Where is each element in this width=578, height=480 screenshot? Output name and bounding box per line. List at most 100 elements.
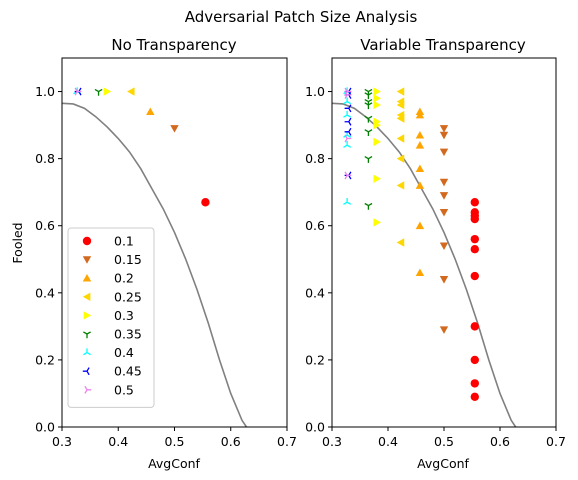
legend-label: 0.3 bbox=[114, 308, 134, 323]
data-point-0_3 bbox=[373, 94, 381, 103]
legend-label: 0.15 bbox=[114, 252, 142, 267]
left-panel-plot-area: 0.3 0.4 0.5 0.6 0.7 0.0 0.2 0.4 0.6 0.8 1.0 bbox=[35, 57, 297, 449]
x-tick-label: 0.6 bbox=[221, 434, 241, 449]
reference-curve bbox=[61, 102, 248, 428]
data-point-0_1 bbox=[470, 211, 479, 220]
y-tick-label: 1.0 bbox=[35, 84, 55, 99]
data-point-0_5 bbox=[344, 171, 352, 180]
x-tick-label: 0.3 bbox=[322, 434, 342, 449]
right-x-axis-label: AvgConf bbox=[417, 456, 469, 471]
data-point-0_2 bbox=[415, 181, 425, 189]
y-tick-label: 0.4 bbox=[305, 285, 325, 300]
data-point-0_3 bbox=[373, 137, 381, 147]
y-tick-label: 0.6 bbox=[305, 218, 325, 233]
data-point-0_25 bbox=[396, 154, 405, 163]
data-point-0_2 bbox=[415, 110, 425, 119]
y-tick-label: 0.0 bbox=[305, 420, 325, 435]
data-point-0_4 bbox=[343, 97, 352, 105]
left-panel-title: No Transparency bbox=[111, 36, 236, 54]
data-point-0_3 bbox=[373, 100, 381, 110]
legend-label: 0.45 bbox=[114, 364, 142, 379]
data-point-0_15 bbox=[439, 208, 449, 217]
x-tick-label: 0.5 bbox=[165, 434, 185, 449]
data-point-0_25 bbox=[396, 87, 405, 96]
data-point-0_35 bbox=[364, 92, 373, 100]
data-point-0_35 bbox=[94, 88, 103, 96]
y-tick-label: 1.0 bbox=[305, 84, 325, 99]
right-panel-title: Variable Transparency bbox=[360, 36, 526, 54]
reference-curve bbox=[331, 102, 517, 428]
data-point-0_25 bbox=[126, 87, 135, 96]
data-point-0_15 bbox=[439, 148, 449, 157]
y-tick-label: 0.6 bbox=[35, 218, 55, 233]
x-tick-label: 0.5 bbox=[434, 434, 454, 449]
y-tick-label: 0.2 bbox=[305, 352, 325, 367]
data-point-0_35 bbox=[364, 202, 373, 210]
data-point-0_3 bbox=[103, 87, 112, 96]
y-tick-label: 0.8 bbox=[305, 151, 325, 166]
data-point-0_1 bbox=[470, 198, 479, 207]
y-tick-label: 0.4 bbox=[35, 285, 55, 300]
legend-box bbox=[67, 227, 155, 408]
x-tick-label: 0.4 bbox=[378, 434, 398, 449]
data-point-0_15 bbox=[439, 125, 449, 133]
data-point-0_2 bbox=[146, 107, 155, 116]
data-point-0_35 bbox=[364, 115, 373, 123]
legend-marker-0_25 bbox=[82, 292, 91, 301]
data-point-0_35 bbox=[364, 155, 373, 163]
data-point-0_15 bbox=[439, 276, 449, 284]
data-point-0_25 bbox=[396, 134, 405, 143]
data-point-0_1 bbox=[470, 355, 479, 365]
right-panel-plot-area: 0.3 0.4 0.5 0.6 0.7 0.0 0.2 0.4 0.6 0.8 1.0 bbox=[305, 57, 566, 449]
data-point-0_4 bbox=[343, 198, 352, 205]
legend-marker-0_35 bbox=[83, 331, 91, 339]
figure-suptitle: Adversarial Patch Size Analysis bbox=[185, 8, 418, 26]
data-point-0_15 bbox=[439, 242, 449, 251]
legend-label: 0.25 bbox=[114, 289, 142, 304]
data-point-0_2 bbox=[415, 164, 425, 173]
x-tick-label: 0.7 bbox=[277, 434, 297, 449]
legend-marker-0_15 bbox=[82, 256, 92, 264]
data-point-0_2 bbox=[415, 141, 425, 149]
data-point-0_15 bbox=[439, 192, 449, 200]
data-point-0_4 bbox=[343, 141, 352, 148]
data-point-0_25 bbox=[396, 100, 405, 110]
left-x-axis-label: AvgConf bbox=[148, 456, 200, 471]
x-tick-label: 0.3 bbox=[52, 434, 72, 449]
data-point-0_2 bbox=[415, 268, 425, 277]
legend-marker-0_1 bbox=[82, 236, 92, 246]
data-point-0_15 bbox=[439, 131, 449, 140]
data-point-0_3 bbox=[373, 120, 381, 130]
data-point-0_5 bbox=[74, 87, 82, 96]
legend-marker-0_45 bbox=[82, 367, 90, 376]
data-point-0_25 bbox=[396, 114, 405, 123]
data-point-0_1 bbox=[470, 234, 479, 244]
data-point-0_1 bbox=[470, 322, 479, 331]
data-point-0_4 bbox=[343, 110, 352, 118]
data-point-0_2 bbox=[415, 130, 425, 139]
legend-label: 0.35 bbox=[114, 327, 142, 342]
x-tick-label: 0.6 bbox=[490, 434, 510, 449]
data-point-0_25 bbox=[396, 181, 405, 190]
legend-label: 0.1 bbox=[114, 234, 134, 249]
legend-marker-0_5 bbox=[84, 385, 92, 394]
legend-label: 0.4 bbox=[114, 345, 134, 360]
left-y-axis-label: Fooled bbox=[10, 222, 25, 263]
legend-marker-0_2 bbox=[82, 274, 92, 282]
legend-marker-0_3 bbox=[83, 311, 92, 320]
x-tick-label: 0.4 bbox=[108, 434, 128, 449]
data-point-0_1 bbox=[470, 392, 479, 402]
legend-marker-0_4 bbox=[83, 348, 91, 356]
data-point-0_45 bbox=[344, 117, 352, 126]
data-point-0_35 bbox=[364, 129, 373, 136]
y-tick-label: 0.0 bbox=[35, 420, 55, 435]
legend-label: 0.5 bbox=[114, 382, 134, 397]
legend: 0.1 0.15 0.2 0.25 0.3 0.35 0.4 0.45 0.5 bbox=[67, 227, 155, 408]
data-point-0_25 bbox=[396, 238, 405, 247]
data-point-0_5 bbox=[344, 134, 352, 143]
data-point-0_3 bbox=[373, 87, 381, 96]
data-point-0_1 bbox=[470, 379, 479, 388]
data-point-0_1 bbox=[470, 271, 479, 281]
data-point-0_45 bbox=[344, 127, 352, 136]
